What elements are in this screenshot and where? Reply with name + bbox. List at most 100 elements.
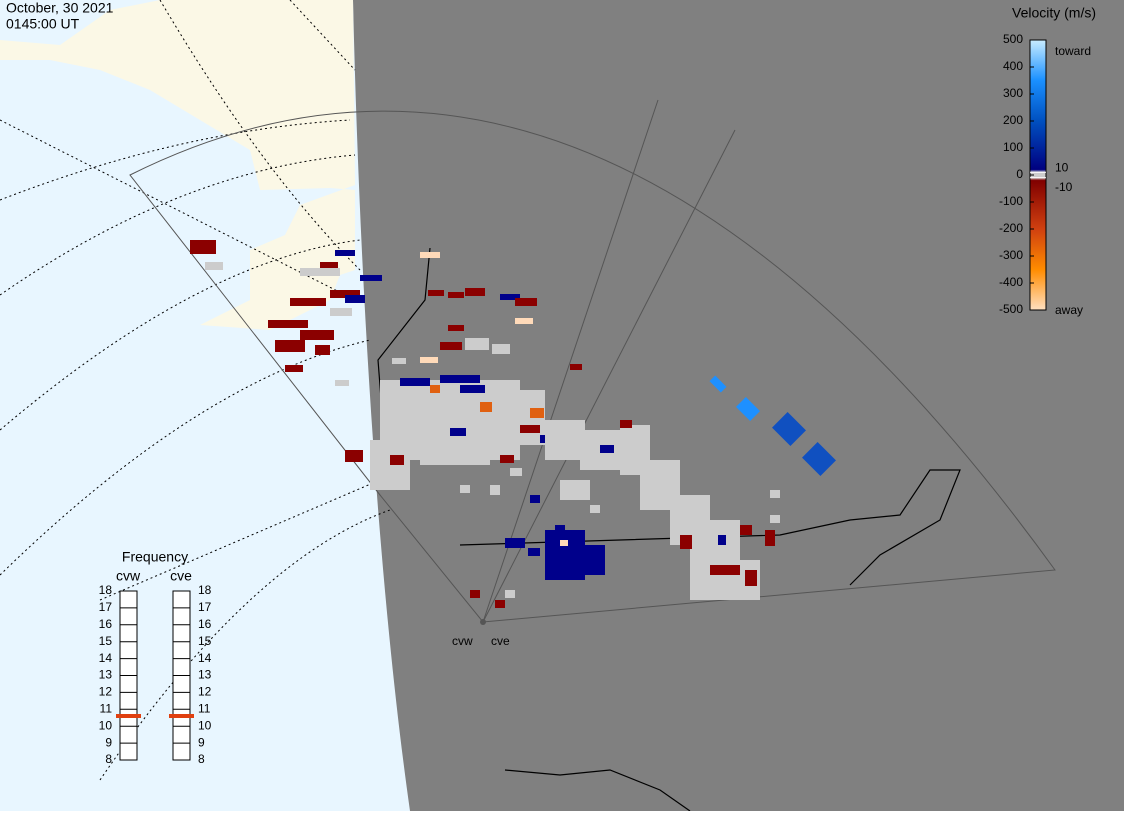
scatter-cell	[335, 380, 349, 386]
scatter-cell	[460, 385, 485, 393]
colorbar-tick-label: -300	[999, 248, 1023, 262]
frequency-tick-label: 15	[99, 634, 113, 648]
away-label: away	[1055, 303, 1083, 317]
scatter-cell	[480, 402, 492, 412]
frequency-tick-label: 17	[99, 600, 113, 614]
scatter-cell	[505, 590, 515, 598]
scatter-cell	[290, 298, 326, 306]
frequency-tick-label: 8	[198, 752, 205, 766]
scatter-cell	[600, 445, 614, 453]
scatter-cell	[770, 515, 780, 523]
time: 0145:00 UT	[6, 16, 80, 32]
scatter-cell	[545, 420, 585, 460]
scatter-cell	[315, 345, 330, 355]
frequency-tick-label: 8	[105, 752, 112, 766]
scatter-cell	[740, 525, 752, 535]
scatter-cell	[440, 375, 480, 383]
frequency-tick-label: 14	[99, 651, 113, 665]
scatter-cell	[205, 262, 223, 270]
colorbar-tick-label: -500	[999, 302, 1023, 316]
scatter-cell	[430, 385, 440, 393]
frequency-tick-label: 10	[198, 718, 212, 732]
frequency-tick-label: 9	[198, 735, 205, 749]
scatter-cell	[772, 412, 806, 446]
date: October, 30 2021	[6, 0, 114, 16]
scatter-cell	[420, 357, 438, 363]
scatter-cell	[490, 485, 500, 495]
scatter-cell	[560, 540, 568, 546]
frequency-tick-label: 18	[198, 583, 212, 597]
frequency-tick-label: 10	[99, 718, 113, 732]
scatter-cell	[530, 495, 540, 503]
scatter-cell	[560, 480, 590, 500]
scatter-cell	[770, 490, 780, 498]
scatter-cell	[735, 396, 761, 422]
colorbar-tick-label: 300	[1003, 86, 1023, 100]
scatter-cell	[570, 364, 582, 370]
scatter-cell	[545, 530, 585, 580]
scatter-cell	[450, 428, 466, 436]
scatter-cell	[620, 420, 632, 428]
scatter-cell	[585, 545, 605, 575]
scatter-cell	[420, 410, 490, 465]
frequency-tick-label: 12	[99, 685, 113, 699]
scatter-cell	[448, 292, 464, 298]
scatter-cell	[555, 525, 565, 533]
frequency-tick-label: 12	[198, 685, 212, 699]
scatter-cell	[710, 565, 740, 575]
frequency-tick-label: 15	[198, 634, 212, 648]
radar-label: cve	[491, 634, 510, 648]
colorbar-tick-label: -10	[1055, 180, 1073, 194]
scatter-cell	[345, 295, 365, 303]
colorbar-tick-label: 200	[1003, 113, 1023, 127]
scatter-cell	[392, 358, 406, 364]
scatter-cell	[190, 240, 216, 254]
scatter-cell	[460, 485, 470, 493]
scatter-cell	[590, 505, 600, 513]
scatter-cell	[360, 275, 382, 281]
frequency-tick-label: 13	[99, 668, 113, 682]
colorbar-tick-label: 400	[1003, 59, 1023, 73]
scatter-cell	[330, 308, 352, 316]
scatter-cell	[268, 320, 308, 328]
scatter-cell	[802, 442, 836, 476]
colorbar-tick-label: 100	[1003, 140, 1023, 154]
colorbar-tick-label: -200	[999, 221, 1023, 235]
scatter-cell	[745, 570, 757, 586]
land	[0, 0, 355, 330]
scatter-cell	[300, 330, 334, 340]
scatter-cell	[440, 342, 462, 350]
scatter-cell	[320, 262, 338, 268]
scatter-cell	[428, 290, 444, 296]
scatter-cell	[505, 538, 525, 548]
scatter-cells	[190, 240, 836, 608]
radar-name: cve	[170, 568, 192, 584]
toward-label: toward	[1055, 44, 1091, 58]
radar-label: cvw	[452, 634, 473, 648]
frequency-tick-label: 18	[99, 583, 113, 597]
scatter-cell	[275, 340, 305, 352]
scatter-cell	[528, 548, 540, 556]
scatter-cell	[765, 530, 775, 546]
scatter-cell	[330, 290, 360, 298]
frequency-tick-label: 9	[105, 735, 112, 749]
radar-name: cvw	[116, 568, 141, 584]
scatter-cell	[515, 298, 537, 306]
scatter-cell	[680, 535, 692, 549]
scatter-cell	[718, 535, 726, 545]
scatter-cell	[500, 455, 514, 463]
scatter-cell	[530, 408, 544, 418]
scatter-cell	[448, 325, 464, 331]
colorbar-tick-label: 500	[1003, 32, 1023, 46]
radar-site	[480, 619, 486, 625]
scatter-cell	[465, 288, 485, 296]
frequency-title: Frequency	[122, 549, 188, 565]
scatter-cell	[709, 375, 727, 393]
scatter-cell	[515, 318, 533, 324]
scatter-cell	[500, 294, 520, 300]
scatter-cell	[285, 365, 303, 372]
scatter-cell	[492, 344, 510, 354]
colorbar-tick-label: 0	[1016, 167, 1023, 181]
scatter-cell	[520, 425, 540, 433]
